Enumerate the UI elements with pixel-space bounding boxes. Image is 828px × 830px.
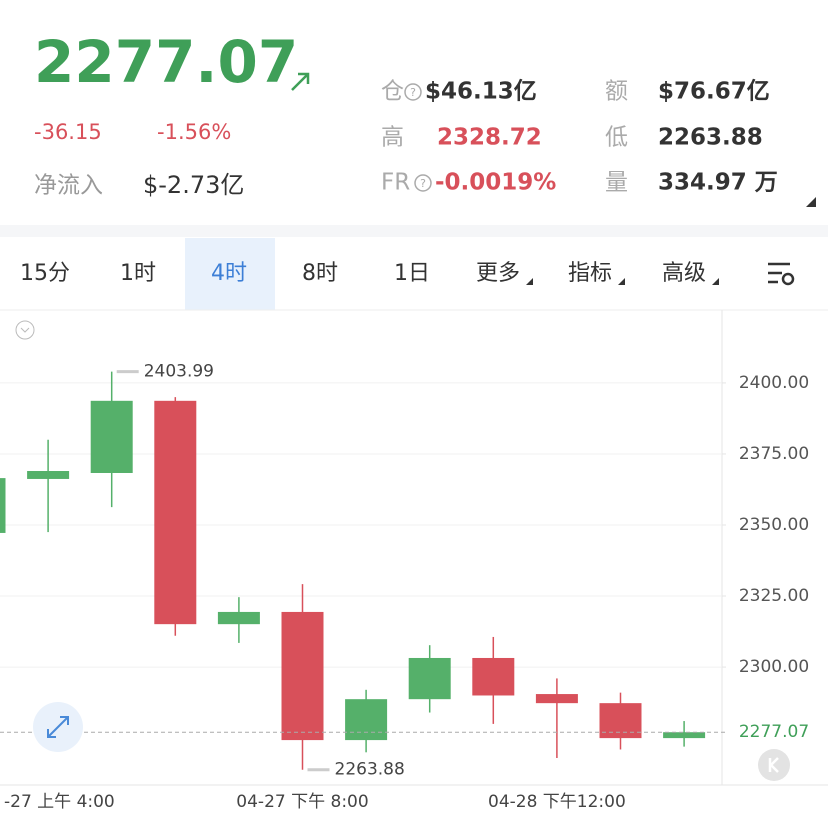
high-label: 2403.99 <box>144 362 214 382</box>
help-icon <box>414 174 432 192</box>
stat-value: $46.13亿 <box>425 79 537 105</box>
collapse-icon <box>15 320 35 340</box>
divider <box>0 225 828 237</box>
stat-label: FR <box>381 170 410 196</box>
candle-body <box>154 400 197 625</box>
stat-label: 额 <box>605 79 628 105</box>
tab[interactable]: 指标 <box>568 261 612 286</box>
candle-body <box>281 611 324 741</box>
tab-dropdown <box>618 278 625 285</box>
last-price-bg <box>728 720 824 745</box>
y-tick-label: 2350.00 <box>739 515 809 535</box>
tab[interactable]: 1时 <box>120 261 156 286</box>
tab[interactable]: 更多 <box>476 261 520 286</box>
stat-value: $76.67亿 <box>658 79 770 105</box>
stat-label: 量 <box>605 170 628 196</box>
y-tick-label: 2400.00 <box>739 373 809 393</box>
candle-body <box>90 400 133 473</box>
candle-body <box>0 478 6 533</box>
settings-icon <box>768 262 795 286</box>
net-inflow-label: 净流入 <box>34 173 103 199</box>
expand-icon <box>47 716 69 738</box>
y-tick-label: 2375.00 <box>739 444 809 464</box>
tab[interactable]: 高级 <box>662 261 706 286</box>
y-tick-label: 2300.00 <box>739 657 809 677</box>
tab[interactable]: 4时 <box>211 261 247 286</box>
candle-body <box>472 657 515 696</box>
tab-dropdown <box>526 278 533 285</box>
x-tick-label: 04-27 下午 8:00 <box>236 792 368 812</box>
stat-value: 334.97 万 <box>658 170 778 196</box>
stat-value: -0.0019% <box>435 170 556 196</box>
plot: 2300.00 2325.00 2350.00 2375.00 2400.00 -27 上… <box>0 362 824 812</box>
stat-value: 2328.72 <box>437 125 542 151</box>
low-label: 2263.88 <box>335 760 405 780</box>
candle-body <box>345 699 388 741</box>
scroll-end-icon <box>768 757 779 773</box>
stat-label: 仓 <box>381 79 404 105</box>
corner-triangle <box>806 197 816 207</box>
x-tick-label: 04-28 下午12:00 <box>488 792 626 812</box>
tab[interactable]: 8时 <box>302 261 338 286</box>
stat-label: 低 <box>605 125 628 151</box>
candle-body <box>599 703 642 739</box>
stat-value: 2263.88 <box>658 125 763 151</box>
tab-dropdown <box>712 278 719 285</box>
net-inflow: $-2.73亿 <box>143 171 244 199</box>
up-arrow <box>291 72 310 91</box>
stat-label: 高 <box>381 125 404 151</box>
price: 2277.07 <box>34 28 298 96</box>
change: -36.15 <box>34 120 102 144</box>
help-mark: ? <box>410 86 416 99</box>
candle-body <box>663 732 706 739</box>
y-tick-label: 2325.00 <box>739 586 809 606</box>
candle-body <box>27 471 70 479</box>
last-price-label: 2277.07 <box>739 722 809 742</box>
active-tab-bg <box>185 238 275 310</box>
collapse-chevron <box>20 327 30 333</box>
candle-body <box>217 611 260 625</box>
scroll-end-button[interactable] <box>758 749 790 781</box>
help-mark: ? <box>420 177 426 190</box>
x-tick-label: -27 上午 4:00 <box>4 792 115 812</box>
candle-body <box>408 657 451 700</box>
help-icon <box>404 83 422 101</box>
tab[interactable]: 1日 <box>394 261 430 286</box>
tab[interactable]: 15分 <box>20 261 70 286</box>
change-pct: -1.56% <box>157 120 231 144</box>
candle-body <box>535 694 578 704</box>
